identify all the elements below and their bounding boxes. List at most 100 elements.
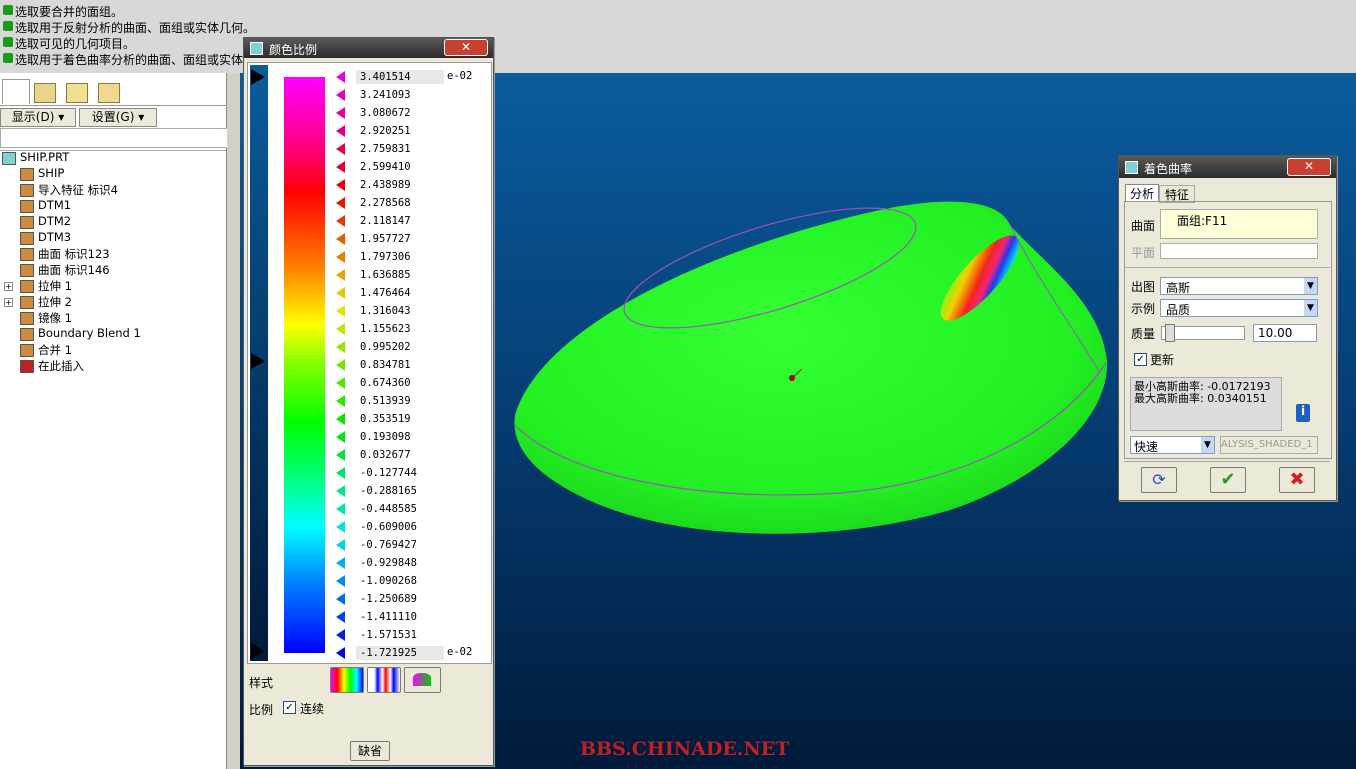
level-marker[interactable] [336, 215, 345, 227]
tab-favorites[interactable] [66, 83, 88, 103]
display-select[interactable]: 品质 ▼ [1160, 299, 1318, 317]
scale-value[interactable]: 1.636885 [360, 269, 411, 281]
quality-field[interactable]: 10.00 [1253, 324, 1317, 342]
scale-value[interactable]: -1.090268 [360, 575, 417, 587]
level-marker[interactable] [336, 629, 345, 641]
expand-toggle[interactable]: + [4, 298, 13, 307]
scale-value[interactable]: 0.353519 [360, 413, 411, 425]
scale-marker[interactable] [251, 353, 265, 369]
scale-value[interactable]: 1.316043 [360, 305, 411, 317]
tree-item[interactable]: 导入特征 标识4 [38, 183, 118, 197]
tree-item[interactable]: 在此插入 [38, 359, 84, 373]
scale-value[interactable]: 1.476464 [360, 287, 411, 299]
repaint-button[interactable]: ⟳ [1141, 467, 1177, 493]
scale-value[interactable]: 0.834781 [360, 359, 411, 371]
scale-value[interactable]: 2.118147 [360, 215, 411, 227]
name-field[interactable]: ALYSIS_SHADED_1 [1220, 436, 1318, 454]
level-marker[interactable] [336, 233, 345, 245]
level-marker[interactable] [336, 107, 345, 119]
level-marker[interactable] [336, 125, 345, 137]
default-button[interactable]: 缺省 [350, 741, 390, 761]
level-marker[interactable] [336, 251, 345, 263]
level-marker[interactable] [336, 557, 345, 569]
level-marker[interactable] [336, 197, 345, 209]
level-marker[interactable] [336, 395, 345, 407]
scale-value[interactable]: 2.278568 [360, 197, 411, 209]
level-marker[interactable] [336, 467, 345, 479]
scale-value[interactable]: -0.127744 [360, 467, 417, 479]
scale-value[interactable]: -1.250689 [360, 593, 417, 605]
scale-value[interactable]: -0.448585 [360, 503, 417, 515]
tab-model-tree[interactable] [2, 79, 30, 104]
scale-value[interactable]: 0.674360 [360, 377, 411, 389]
scale-marker[interactable] [251, 643, 265, 659]
scale-value[interactable]: 1.155623 [360, 323, 411, 335]
tree-menu-button[interactable]: 设置(G) ▾ [79, 108, 157, 127]
level-marker[interactable] [336, 143, 345, 155]
close-button[interactable]: ✕ [444, 39, 488, 56]
level-marker[interactable] [336, 611, 345, 623]
tree-item[interactable]: DTM1 [38, 198, 72, 212]
cancel-button[interactable]: ✖ [1279, 467, 1315, 493]
level-marker[interactable] [336, 521, 345, 533]
style-button-continuous[interactable] [367, 667, 401, 693]
scale-value[interactable]: -1.721925 [356, 646, 444, 660]
tree-item[interactable]: 拉伸 1 [38, 279, 72, 293]
scale-value[interactable]: -0.929848 [360, 557, 417, 569]
level-marker[interactable] [336, 413, 345, 425]
level-marker[interactable] [336, 485, 345, 497]
plane-collector[interactable] [1160, 243, 1318, 259]
level-marker[interactable] [336, 323, 345, 335]
scale-value[interactable]: -1.571531 [360, 629, 417, 641]
scale-value[interactable]: -0.288165 [360, 485, 417, 497]
level-marker[interactable] [336, 269, 345, 281]
level-marker[interactable] [336, 593, 345, 605]
level-marker[interactable] [336, 431, 345, 443]
scale-value[interactable]: 2.920251 [360, 125, 411, 137]
scale-value[interactable]: 2.599410 [360, 161, 411, 173]
level-marker[interactable] [336, 377, 345, 389]
scale-value[interactable]: 0.032677 [360, 449, 411, 461]
level-marker[interactable] [336, 359, 345, 371]
tab-feature[interactable]: 特征 [1159, 185, 1195, 203]
scale-value[interactable]: 3.080672 [360, 107, 411, 119]
close-button[interactable]: ✕ [1287, 158, 1331, 176]
level-marker[interactable] [336, 89, 345, 101]
level-marker[interactable] [336, 539, 345, 551]
level-marker[interactable] [336, 71, 345, 83]
output-select[interactable]: 高斯 ▼ [1160, 277, 1318, 295]
level-marker[interactable] [336, 305, 345, 317]
scale-value[interactable]: 0.513939 [360, 395, 411, 407]
mode-select[interactable]: 快速 ▼ [1130, 436, 1215, 454]
tree-item[interactable]: 合并 1 [38, 343, 72, 357]
tree-item[interactable]: DTM3 [38, 230, 72, 244]
tree-filter-field[interactable] [0, 128, 228, 148]
continuous-checkbox[interactable]: ✓ [283, 701, 296, 714]
tree-item[interactable]: 拉伸 2 [38, 295, 72, 309]
ok-button[interactable]: ✔ [1210, 467, 1246, 493]
scale-value[interactable]: 3.401514 [356, 70, 444, 84]
tree-item[interactable]: Boundary Blend 1 [38, 326, 141, 340]
scale-value[interactable]: -0.769427 [360, 539, 417, 551]
splitter[interactable] [227, 73, 240, 769]
scale-value[interactable]: -0.609006 [360, 521, 417, 533]
tree-item[interactable]: 曲面 标识123 [38, 247, 110, 261]
scale-value[interactable]: 1.957727 [360, 233, 411, 245]
scale-value[interactable]: 2.759831 [360, 143, 411, 155]
style-button-shaded[interactable] [404, 667, 441, 693]
style-button-banded[interactable] [330, 667, 364, 693]
tab-web[interactable] [98, 83, 120, 103]
info-button[interactable]: i [1296, 404, 1310, 422]
tab-folder[interactable] [34, 83, 56, 103]
level-marker[interactable] [336, 647, 345, 659]
scale-value[interactable]: 2.438989 [360, 179, 411, 191]
level-marker[interactable] [336, 575, 345, 587]
continuous-label[interactable]: 连续 [300, 702, 325, 716]
tree-item[interactable]: SHIP [38, 166, 65, 180]
scale-value[interactable]: 3.241093 [360, 89, 411, 101]
update-checkbox[interactable]: ✓ [1134, 353, 1147, 366]
level-marker[interactable] [336, 341, 345, 353]
scale-value[interactable]: 0.995202 [360, 341, 411, 353]
level-marker[interactable] [336, 503, 345, 515]
scale-value[interactable]: -1.411110 [360, 611, 417, 623]
